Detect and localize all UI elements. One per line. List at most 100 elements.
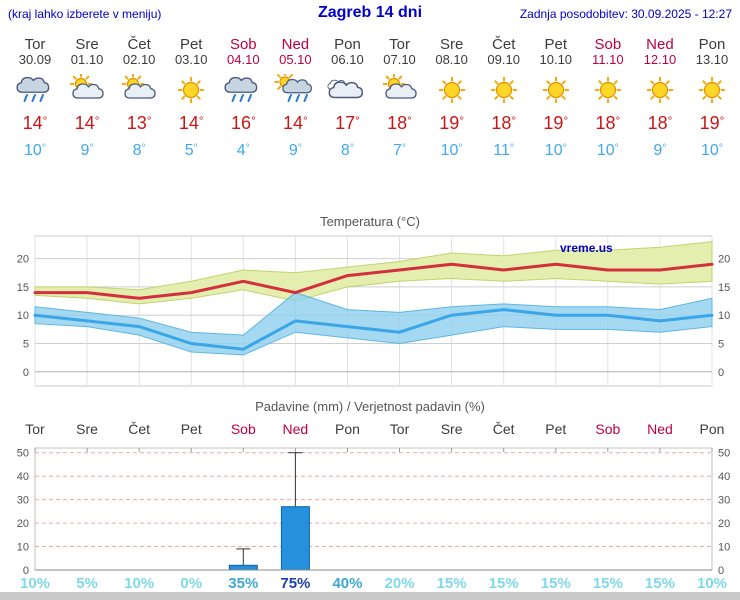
day-name: Sre [439, 36, 464, 53]
svg-text:5: 5 [718, 339, 724, 351]
weather-icon-rain-sun [273, 74, 317, 108]
precip-probability: 15% [644, 575, 675, 592]
day-name: Pon [698, 36, 726, 53]
svg-text:10: 10 [718, 310, 730, 322]
day-date: 30.09 [18, 52, 52, 67]
precip-probability: 20% [384, 575, 415, 592]
max-temps-row: 14° 14° 13° 14° 16° 14° 17° 18° 19° 18° 19° 18° 18° 1… [0, 113, 740, 135]
day-name: Pon [334, 36, 361, 53]
precip-probability: 10% [696, 575, 728, 592]
min-temperature: 8° [132, 142, 146, 159]
max-temperature: 14° [74, 113, 100, 133]
weather-icon-sun [586, 74, 630, 108]
watermark-link[interactable]: vreme.us [560, 241, 613, 255]
weather-icon-rain [13, 74, 57, 108]
max-temperature: 18° [595, 113, 621, 133]
precip-day-label: Čet [128, 421, 151, 437]
weather-icon-cloud [325, 74, 369, 108]
tmin-uncertainty-band [34, 292, 713, 356]
precip-probability: 15% [488, 575, 519, 592]
svg-text:30: 30 [17, 495, 29, 507]
day-date: 03.10 [174, 52, 208, 67]
weather-icon-sun [690, 74, 734, 108]
precip-day-label: Čet [492, 421, 515, 437]
weather-icon-partly [117, 74, 161, 108]
precip-day-label: Pet [545, 421, 567, 437]
min-temperature: 9° [288, 142, 302, 159]
precip-probability: 0% [180, 575, 203, 592]
min-temperature: 4° [236, 142, 250, 159]
day-name: Sob [229, 36, 257, 53]
day-date: 04.10 [227, 52, 260, 67]
precip-probability: 15% [436, 575, 467, 592]
precip-probability-row: 10% 5% 10% 0% 35% 75% 40% 20% 15% 15% 15% 15% 15% 10% [0, 575, 740, 593]
precip-day-label: Pon [334, 421, 360, 437]
precip-probability: 10% [19, 575, 51, 592]
min-temperature: 10° [440, 142, 463, 159]
menu-hint: (kraj lahko izberete v meniju) [8, 7, 162, 21]
svg-text:15: 15 [718, 282, 730, 294]
day-name: Sob [594, 36, 622, 53]
precip-probability: 10% [124, 575, 155, 592]
weather-icon-partly [65, 74, 109, 108]
min-temperature: 8° [340, 142, 354, 159]
precip-day-label: Ned [647, 421, 673, 437]
precip-probability: 40% [332, 575, 363, 592]
topbar: (kraj lahko izberete v meniju) Zagreb 14… [0, 2, 740, 26]
min-temperature: 10° [544, 142, 567, 159]
day-date: 10.10 [539, 52, 573, 67]
precip-day-label: Pet [180, 421, 202, 437]
day-names-row: Tor Sre Čet Pet Sob Ned Pon Tor Sre Čet Pet Sob Ned P… [0, 36, 740, 53]
day-date: 07.10 [383, 52, 416, 67]
precip-bar [280, 506, 310, 571]
max-temperature: 18° [387, 113, 412, 133]
svg-text:40: 40 [718, 471, 730, 483]
max-temperature: 19° [699, 113, 725, 133]
svg-text:0: 0 [23, 565, 29, 577]
svg-text:0: 0 [23, 367, 29, 379]
day-date: 06.10 [331, 52, 364, 67]
max-temperature: 14° [178, 113, 204, 133]
svg-text:10: 10 [17, 310, 29, 322]
tmin-line [33, 308, 714, 351]
min-temperature: 5° [184, 142, 198, 159]
day-date: 02.10 [122, 52, 156, 67]
footer-bar [0, 592, 740, 600]
precip-probability: 15% [592, 575, 623, 592]
day-name: Pet [179, 36, 203, 53]
svg-text:50: 50 [718, 448, 730, 460]
weather-icon-sun [169, 74, 213, 108]
max-temperature: 16° [230, 113, 256, 133]
svg-text:20: 20 [17, 518, 29, 530]
svg-text:20: 20 [718, 518, 730, 530]
max-temperature: 14° [283, 113, 308, 133]
weather-icon-sun [638, 74, 682, 108]
precip-probability: 15% [540, 575, 571, 592]
precip-day-label: Tor [389, 421, 410, 437]
min-temps-row: 10° 9° 8° 5° 4° 9° 8° 7° 10° 11° 10° 10° 9° 10° [0, 142, 740, 162]
day-dates-row: 30.09 01.10 02.10 03.10 04.10 05.10 06.10 07.10… [0, 52, 740, 67]
min-temperature: 10° [24, 142, 46, 159]
temperature-chart: 0 0 5 5 10 10 15 15 20 20 vreme.us [17, 235, 730, 387]
max-temperature: 19° [543, 113, 569, 133]
last-update-text: Zadnja posodobitev: 30.09.2025 - 12:27 [519, 7, 732, 21]
precip-bar [228, 564, 258, 571]
svg-text:40: 40 [17, 471, 29, 483]
precip-day-label: Ned [282, 421, 309, 437]
day-name: Ned [281, 36, 310, 53]
day-name: Pet [544, 36, 568, 53]
day-date: 11.10 [592, 52, 624, 67]
day-name: Čet [492, 36, 516, 53]
svg-text:10: 10 [718, 542, 730, 554]
min-temperature: 9° [80, 142, 94, 159]
max-temperature: 18° [491, 113, 517, 133]
min-temperature: 11° [493, 142, 515, 159]
weather-icon-sun [534, 74, 578, 108]
min-temperature: 9° [653, 142, 667, 159]
max-temperature: 18° [647, 113, 673, 133]
precip-day-labels-row: Tor Sre Čet Pet Sob Ned Pon Tor Sre Čet Pet Sob Ned P… [0, 421, 740, 438]
weather-icon-sun [482, 74, 526, 108]
svg-text:0: 0 [718, 565, 724, 577]
day-date: 08.10 [435, 52, 468, 67]
precip-day-label: Tor [25, 421, 45, 437]
